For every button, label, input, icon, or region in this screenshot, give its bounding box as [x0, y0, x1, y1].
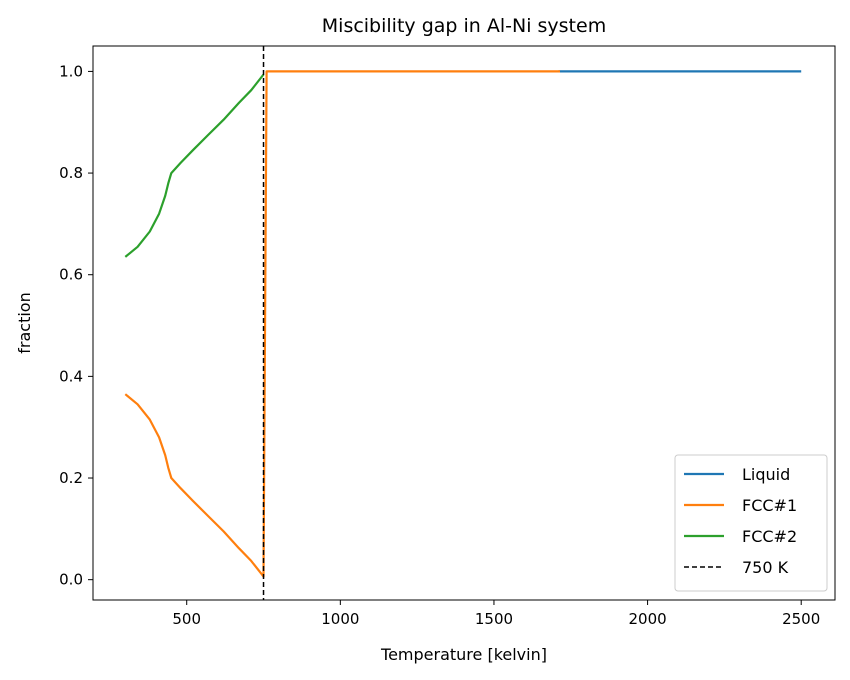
x-axis-label: Temperature [kelvin] — [380, 645, 547, 664]
x-tick-label: 1000 — [321, 610, 359, 628]
x-tick-label: 1500 — [475, 610, 513, 628]
y-tick-label: 1.0 — [59, 62, 83, 80]
plot-frame — [92, 45, 836, 601]
x-tick-label: 500 — [172, 610, 201, 628]
y-axis-ticks: 0.0 0.2 0.4 0.6 0.8 1.0 — [59, 62, 93, 589]
x-tick-label: 2500 — [782, 610, 820, 628]
series-line-fcc-1 — [124, 70, 560, 578]
plot-lines — [124, 46, 802, 600]
chart-title: Miscibility gap in Al-Ni system — [322, 15, 606, 37]
legend-label: Liquid — [742, 465, 790, 484]
y-axis-label: fraction — [15, 292, 34, 353]
y-tick-label: 0.6 — [59, 266, 83, 284]
x-tick-label: 2000 — [628, 610, 666, 628]
y-tick-label: 0.0 — [59, 571, 83, 589]
x-axis-ticks: 500 1000 1500 2000 2500 — [172, 600, 820, 628]
legend-label: 750 K — [742, 558, 789, 577]
y-tick-label: 0.2 — [59, 469, 83, 487]
legend-label: FCC#2 — [742, 527, 797, 546]
series-line-fcc-2 — [124, 73, 265, 258]
legend-box — [674, 454, 828, 592]
legend: Liquid FCC#1 FCC#2 750 K — [674, 454, 828, 592]
y-tick-label: 0.4 — [59, 367, 83, 385]
y-tick-label: 0.8 — [59, 164, 83, 182]
legend-label: FCC#1 — [742, 496, 797, 515]
legend-entries: Liquid FCC#1 FCC#2 750 K — [684, 465, 797, 577]
